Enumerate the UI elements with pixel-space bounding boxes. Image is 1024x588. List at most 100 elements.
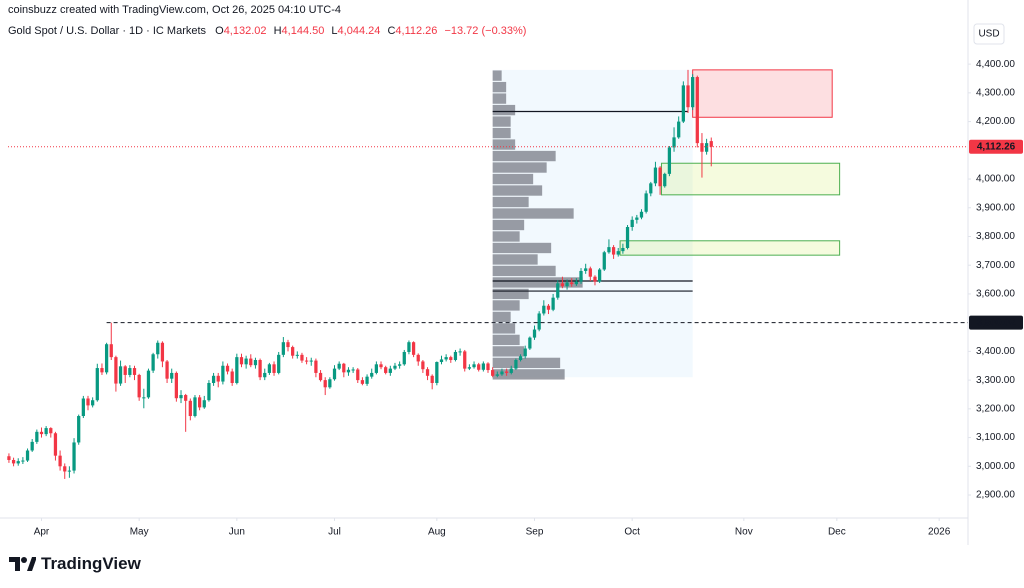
candle-body <box>165 361 169 379</box>
y-tick-label: 3,200.00 <box>976 403 1015 414</box>
y-tick-label: 4,300.00 <box>976 87 1015 98</box>
candle-body <box>407 342 411 352</box>
ohlc-value: 4,132.02 <box>223 25 267 37</box>
candle-body <box>198 397 202 408</box>
candle-body <box>267 364 272 373</box>
candle-body <box>39 431 44 435</box>
candle-body <box>286 342 290 348</box>
candle-body <box>588 268 592 277</box>
candle-body <box>500 371 504 375</box>
candle-body <box>491 370 495 376</box>
candle-body <box>393 365 397 369</box>
logo-icon <box>9 557 36 571</box>
zone <box>619 240 841 256</box>
symbol: Gold Spot / U.S. Dollar · 1D · IC Market… <box>8 25 207 37</box>
candle-body <box>67 470 72 472</box>
candle-body <box>114 357 118 384</box>
candle-body <box>295 354 299 356</box>
candle-body <box>77 416 81 443</box>
candle-body <box>156 342 160 355</box>
legend: Gold Spot / U.S. Dollar · 1D · IC Market… <box>8 25 530 37</box>
candle-body <box>542 305 546 314</box>
volume-profile-bar <box>492 288 529 300</box>
candle-body <box>463 351 467 369</box>
y-tick-label: 4,000.00 <box>976 174 1015 185</box>
candle-body <box>360 380 365 384</box>
candle-body <box>25 450 30 461</box>
candle-body <box>677 121 681 138</box>
candle-body <box>211 375 216 383</box>
candle-body <box>477 364 481 370</box>
candle-body <box>467 367 472 369</box>
candle-body <box>7 456 11 460</box>
volume-profile-bar <box>492 173 534 185</box>
ohlc-value: 4,044.24 <box>337 25 381 37</box>
candle-body <box>160 342 165 362</box>
candle-body <box>184 395 188 401</box>
volume-profile-bar <box>492 369 565 380</box>
candle-body <box>235 357 239 383</box>
candle-body <box>151 354 155 371</box>
candle-body <box>430 375 434 383</box>
y-tick-label: 3,400.00 <box>976 346 1015 357</box>
candle-body <box>332 368 337 380</box>
candle-body <box>86 398 90 406</box>
volume-profile-bar <box>492 219 525 231</box>
candle-body <box>11 459 16 464</box>
candle-body <box>123 366 127 375</box>
candle-body <box>35 431 39 442</box>
candle-body <box>658 167 662 187</box>
candle-body <box>142 397 146 399</box>
ohlc-value: 4,112.26 <box>395 25 438 37</box>
candle-body <box>374 364 378 373</box>
currency-box[interactable] <box>973 23 1005 45</box>
candle-body <box>560 283 565 287</box>
candle-body <box>695 77 699 144</box>
candle-body <box>370 372 374 377</box>
y-tick-label: 4,400.00 <box>976 59 1015 70</box>
volume-profile-bar <box>492 208 574 219</box>
candle-body <box>221 365 225 382</box>
volume-profile-bar <box>492 185 543 196</box>
candle-body <box>21 460 25 462</box>
candle-body <box>556 283 560 298</box>
candle-body <box>170 372 174 379</box>
x-tick-label: Jun <box>229 527 245 538</box>
candle-body <box>667 147 672 174</box>
candle-body <box>384 367 388 373</box>
x-tick-label: Dec <box>828 527 846 538</box>
y-tick-label: 3,100.00 <box>976 432 1015 443</box>
price-label-box <box>969 315 1023 330</box>
candle-body <box>425 369 430 376</box>
candle-body <box>593 276 597 282</box>
candle-body <box>700 143 704 152</box>
candle-body <box>72 442 76 471</box>
candle-body <box>607 247 611 253</box>
candle-body <box>277 354 281 373</box>
candle-body <box>309 360 313 362</box>
y-tick-label: 3,800.00 <box>976 231 1015 242</box>
price-label-box <box>969 139 1023 154</box>
candle-body <box>504 371 509 373</box>
volume-profile-bar <box>492 300 520 311</box>
x-tick-label: 2026 <box>928 527 951 538</box>
candle-body <box>244 358 248 365</box>
candle-body <box>579 270 583 282</box>
candle-body <box>207 382 211 401</box>
candle-body <box>709 141 713 147</box>
footer: TradingView <box>8 554 141 574</box>
candle-body <box>602 252 606 270</box>
currency[interactable]: USD <box>978 29 999 40</box>
ohlc-key: H <box>273 25 282 37</box>
y-tick-label: 3,000.00 <box>976 461 1015 472</box>
candle-body <box>584 268 588 271</box>
candle-body <box>449 357 453 361</box>
y-tick-label: 3,300.00 <box>976 375 1015 386</box>
volume-profile-bar <box>492 116 511 127</box>
candle-body <box>100 368 104 373</box>
candle-body <box>472 364 476 368</box>
candle-body <box>128 368 132 375</box>
candle-body <box>351 369 355 371</box>
ohlc-key: L <box>331 25 338 37</box>
candle-body <box>174 372 178 399</box>
